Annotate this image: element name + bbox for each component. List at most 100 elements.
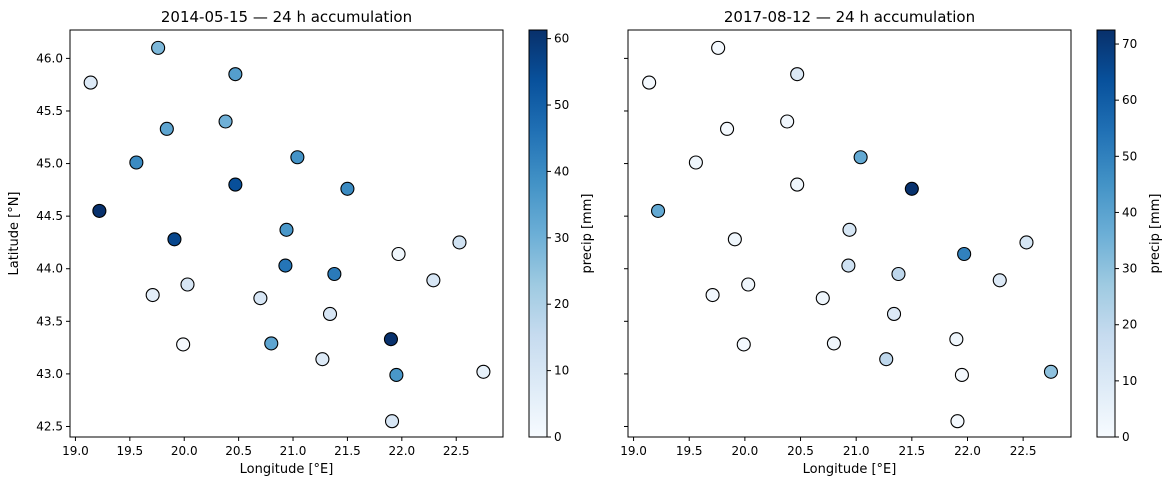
x-axis-label: Longitude [°E] bbox=[240, 462, 334, 477]
y-tick-label: 43.5 bbox=[36, 314, 63, 328]
scatter-point bbox=[176, 337, 191, 352]
scatter-point bbox=[327, 266, 342, 282]
scatter-point bbox=[815, 291, 830, 306]
scatter-point bbox=[950, 414, 965, 429]
x-tick-label: 19.0 bbox=[620, 444, 647, 458]
colorbar-tick-label: 20 bbox=[554, 297, 569, 311]
chart-title: 2017-08-12 — 24 h accumulation bbox=[724, 8, 975, 26]
scatter-point bbox=[651, 203, 666, 218]
scatter-point bbox=[949, 332, 964, 347]
scatter-points bbox=[642, 40, 1059, 429]
chart-title: 2014-05-15 — 24 h accumulation bbox=[161, 8, 412, 26]
scatter-point bbox=[151, 40, 166, 55]
scatter-point bbox=[992, 273, 1007, 288]
colorbar-tick-label: 50 bbox=[1122, 149, 1137, 163]
scatter-point bbox=[826, 336, 841, 351]
scatter-point bbox=[904, 181, 919, 196]
y-tick-label: 43.0 bbox=[36, 367, 63, 381]
y-tick-label: 45.0 bbox=[36, 157, 63, 171]
scatter-point bbox=[384, 414, 400, 429]
scatter-point bbox=[315, 352, 330, 367]
colorbar-tick-label: 70 bbox=[1122, 37, 1137, 51]
scatter-point bbox=[891, 266, 906, 282]
scatter-point bbox=[780, 114, 795, 129]
colorbar-tick-label: 0 bbox=[1122, 430, 1130, 444]
scatter-point bbox=[92, 203, 107, 218]
y-tick-label: 44.5 bbox=[36, 209, 63, 223]
panel-2: 2017-08-12 — 24 h accumulation 19.0 19.5 20… bbox=[620, 8, 1163, 477]
scatter-point bbox=[741, 277, 756, 292]
scatter-point bbox=[129, 155, 144, 170]
y-tick-label: 42.5 bbox=[36, 419, 63, 433]
colorbar-tick-label: 60 bbox=[554, 32, 569, 46]
scatter-point bbox=[228, 177, 243, 192]
scatter-point bbox=[145, 287, 160, 303]
scatter-point bbox=[790, 67, 805, 82]
scatter-point bbox=[954, 367, 969, 383]
scatter-point bbox=[159, 121, 174, 136]
y-tick-label: 44.0 bbox=[36, 262, 63, 276]
scatter-point bbox=[711, 40, 726, 55]
x-tick-label: 21.0 bbox=[280, 444, 307, 458]
colorbar-tick-label: 10 bbox=[1122, 374, 1137, 388]
y-tick-label: 45.5 bbox=[36, 104, 63, 118]
scatter-point bbox=[83, 75, 98, 90]
x-tick-label: 20.0 bbox=[732, 444, 759, 458]
x-tick-label: 19.5 bbox=[676, 444, 703, 458]
colorbar: 0 10 20 30 40 50 60 70 precip [mm] bbox=[1096, 29, 1163, 444]
x-axis-label: Longitude [°E] bbox=[803, 462, 897, 477]
x-tick-label: 22.5 bbox=[443, 444, 470, 458]
colorbar-tick-label: 0 bbox=[554, 430, 562, 444]
scatter-point bbox=[279, 222, 294, 237]
scatter-point bbox=[720, 121, 735, 136]
x-tick-label: 22.5 bbox=[1010, 444, 1037, 458]
scatter-point bbox=[391, 246, 406, 262]
colorbar-tick-label: 10 bbox=[554, 364, 569, 378]
y-tick-label: 46.0 bbox=[36, 51, 63, 65]
colorbar-tick-label: 40 bbox=[1122, 205, 1137, 219]
scatter-point bbox=[228, 67, 243, 82]
plot-area-frame bbox=[627, 29, 1072, 438]
x-tick-label: 22.0 bbox=[954, 444, 981, 458]
x-tick-label: 20.5 bbox=[225, 444, 252, 458]
scatter-point bbox=[476, 364, 491, 379]
colorbar-tick-label: 30 bbox=[554, 231, 569, 245]
colorbar: 0 10 20 30 40 50 60 precip [mm] bbox=[528, 29, 595, 444]
colorbar-tick-label: 40 bbox=[554, 164, 569, 178]
scatter-point bbox=[705, 287, 720, 303]
colorbar-gradient-bar bbox=[528, 29, 548, 438]
scatter-point bbox=[383, 332, 398, 347]
colorbar-tick-label: 50 bbox=[554, 98, 569, 112]
x-tick-label: 19.0 bbox=[62, 444, 89, 458]
scatter-point bbox=[290, 150, 305, 165]
scatter-point bbox=[790, 177, 805, 192]
scatter-point bbox=[727, 232, 742, 247]
x-tick-label: 20.5 bbox=[787, 444, 814, 458]
scatter-point bbox=[264, 336, 279, 351]
scatter-points bbox=[83, 40, 491, 429]
colorbar-gradient-bar bbox=[1096, 29, 1116, 438]
scatter-point bbox=[879, 352, 894, 367]
scatter-point bbox=[841, 258, 856, 273]
x-tick-label: 21.5 bbox=[898, 444, 925, 458]
x-tick-label: 22.0 bbox=[388, 444, 415, 458]
scatter-point bbox=[218, 114, 233, 129]
scatter-point bbox=[886, 306, 902, 322]
colorbar-tick-label: 30 bbox=[1122, 262, 1137, 276]
scatter-point bbox=[180, 277, 195, 292]
scatter-point bbox=[167, 232, 182, 247]
x-tick-label: 21.0 bbox=[843, 444, 870, 458]
scatter-point bbox=[736, 337, 751, 352]
panel-1: 2014-05-15 — 24 h accumulation 19.0 19.5 20… bbox=[7, 8, 595, 477]
colorbar-label: precip [mm] bbox=[1148, 194, 1163, 274]
scatter-point bbox=[957, 246, 972, 262]
scatter-point bbox=[253, 291, 268, 306]
scatter-point bbox=[452, 235, 467, 250]
scatter-point bbox=[688, 155, 703, 170]
scatter-point bbox=[278, 258, 293, 273]
scatter-point bbox=[1019, 235, 1034, 250]
x-tick-label: 20.0 bbox=[171, 444, 198, 458]
